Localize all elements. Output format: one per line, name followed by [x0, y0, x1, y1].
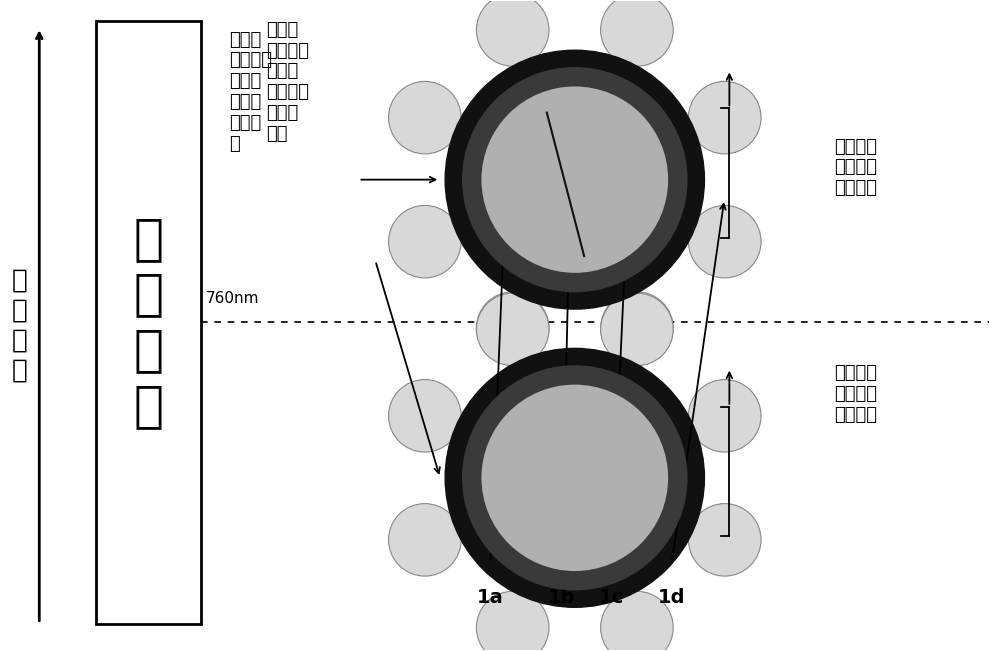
- Circle shape: [476, 292, 549, 365]
- Text: 等离子共
振体促进
光热催化: 等离子共 振体促进 光热催化: [834, 365, 877, 424]
- Circle shape: [389, 81, 461, 154]
- Circle shape: [601, 0, 673, 66]
- Circle shape: [601, 293, 673, 366]
- Circle shape: [688, 206, 761, 278]
- Text: 1c: 1c: [598, 588, 624, 607]
- Text: 760nm: 760nm: [206, 291, 259, 306]
- Circle shape: [389, 206, 461, 278]
- Circle shape: [688, 380, 761, 452]
- Circle shape: [476, 591, 549, 651]
- Circle shape: [476, 293, 549, 366]
- Circle shape: [601, 292, 673, 365]
- Text: 波
长
增
加: 波 长 增 加: [11, 268, 27, 383]
- Bar: [96, 21, 201, 624]
- Circle shape: [476, 0, 549, 66]
- Text: 1d: 1d: [658, 588, 686, 607]
- Circle shape: [688, 81, 761, 154]
- Circle shape: [445, 348, 704, 607]
- Text: 等离子共
振体促进
光热催化: 等离子共 振体促进 光热催化: [834, 137, 877, 197]
- Circle shape: [462, 365, 688, 590]
- Circle shape: [481, 87, 668, 273]
- Text: 1a: 1a: [477, 588, 504, 607]
- Circle shape: [389, 380, 461, 452]
- Text: 吸收紫
外波长，
半导体
材料光
催化制
氢: 吸收紫 外波长， 半导体 材料光 催化制 氢: [229, 31, 272, 152]
- Text: 1b: 1b: [548, 588, 576, 607]
- Circle shape: [601, 591, 673, 651]
- Circle shape: [462, 67, 688, 292]
- Circle shape: [688, 504, 761, 576]
- Text: 太
阳
光
谱: 太 阳 光 谱: [133, 215, 163, 430]
- Text: 吸收红
外波长，
相变材
料吸热，
热催化
制氢: 吸收红 外波长， 相变材 料吸热， 热催化 制氢: [266, 21, 309, 143]
- Circle shape: [445, 50, 704, 309]
- Circle shape: [389, 504, 461, 576]
- Circle shape: [481, 385, 668, 571]
